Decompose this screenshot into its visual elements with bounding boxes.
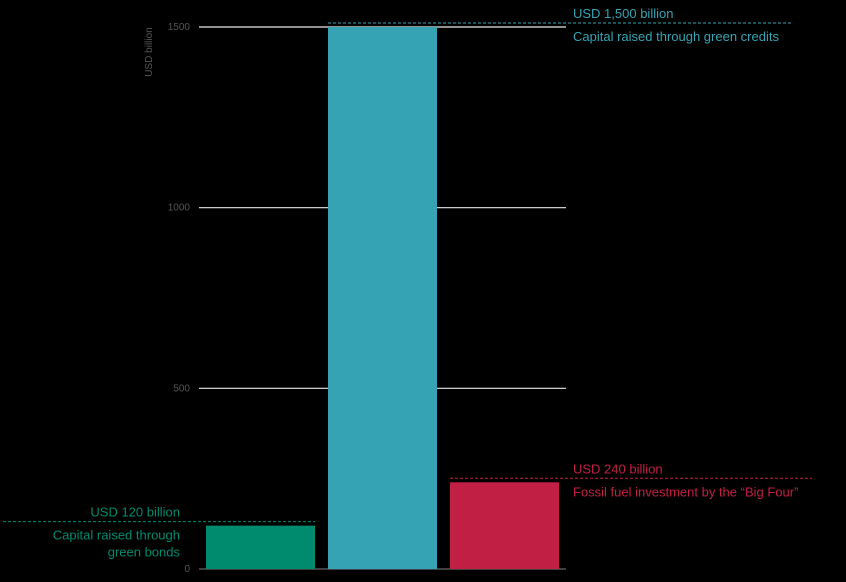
y-tick-label: 0 — [184, 564, 190, 575]
bar-1 — [206, 525, 315, 569]
bar-3 — [450, 482, 559, 569]
y-tick-label: 1000 — [168, 203, 191, 214]
annotation-value-label: USD 1,500 billion — [573, 6, 673, 21]
annotation-description: Fossil fuel investment by the “Big Four” — [573, 484, 798, 499]
annotation-value-label: USD 120 billion — [90, 505, 180, 520]
bar-2 — [328, 27, 437, 569]
annotations: USD 120 billion Capital raised through gre… — [3, 6, 812, 560]
annotation-description: Capital raised through green credits — [573, 29, 779, 44]
y-tick-label: 500 — [173, 383, 190, 394]
y-axis-ticks: 0 500 1000 1500 — [168, 22, 191, 575]
annotation-description: green bonds — [108, 545, 181, 560]
annotation-description: Capital raised through — [53, 528, 180, 543]
y-tick-label: 1500 — [168, 22, 191, 33]
y-axis-title: USD billion — [144, 27, 155, 76]
annotation-value-label: USD 240 billion — [573, 461, 663, 476]
bars — [206, 27, 559, 569]
